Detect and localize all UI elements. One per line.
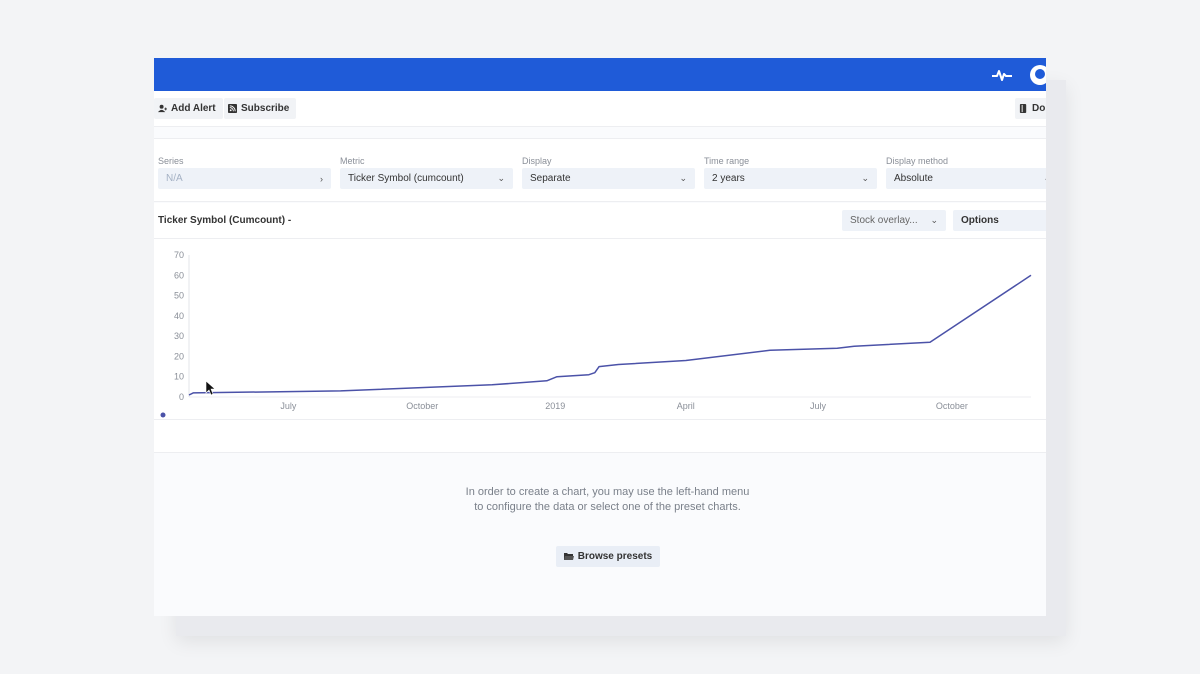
metric-label: Metric xyxy=(340,156,365,166)
display-method-field: Display method Absolute ⌄ xyxy=(886,156,1046,189)
folder-open-icon xyxy=(563,553,574,560)
action-toolbar: Add Alert Subscribe Do xyxy=(154,91,1046,127)
x-tick-label: October xyxy=(936,401,968,411)
series-field: Series N/A › xyxy=(158,156,331,189)
series-value: N/A xyxy=(166,173,183,184)
subscribe-button[interactable]: Subscribe xyxy=(224,98,297,119)
chevron-down-icon: ⌄ xyxy=(930,215,938,225)
x-tick-label: July xyxy=(280,401,297,411)
time-range-select[interactable]: 2 years ⌄ xyxy=(704,168,877,189)
rss-feed-icon xyxy=(228,104,237,113)
display-value: Separate xyxy=(530,173,571,184)
series-line[interactable] xyxy=(188,274,1032,396)
empty-state-line-1: In order to create a chart, you may use … xyxy=(465,486,750,498)
user-plus-icon xyxy=(158,104,167,113)
browse-presets-label: Browse presets xyxy=(577,551,653,562)
chevron-right-icon: › xyxy=(320,173,323,184)
activity-pulse-icon[interactable] xyxy=(992,67,1012,83)
browse-presets-button[interactable]: Browse presets xyxy=(556,546,660,567)
top-nav-bar xyxy=(154,58,1046,91)
chevron-down-icon: ⌄ xyxy=(861,173,869,183)
chevron-down-icon: ⌄ xyxy=(679,173,687,183)
options-button[interactable]: Options xyxy=(953,210,1046,231)
x-tick-label: 2019 xyxy=(545,401,565,411)
stock-overlay-select[interactable]: Stock overlay... ⌄ xyxy=(842,210,946,231)
add-alert-label: Add Alert xyxy=(171,103,216,114)
stock-overlay-label: Stock overlay... xyxy=(850,215,918,226)
chart-title: Ticker Symbol (Cumcount) - xyxy=(158,215,292,226)
display-method-label: Display method xyxy=(886,156,949,166)
legend-dot[interactable] xyxy=(160,412,166,418)
y-tick-label: 10 xyxy=(174,372,184,382)
download-label: Do xyxy=(1032,103,1046,114)
metric-value: Ticker Symbol (cumcount) xyxy=(348,173,464,184)
divider xyxy=(154,419,1046,420)
series-select[interactable]: N/A › xyxy=(158,168,331,189)
time-range-label: Time range xyxy=(704,156,750,166)
x-tick-label: October xyxy=(406,401,438,411)
empty-state-message: In order to create a chart, you may use … xyxy=(154,485,1046,515)
options-label: Options xyxy=(961,215,999,226)
time-range-field: Time range 2 years ⌄ xyxy=(704,156,877,189)
display-label: Display xyxy=(522,156,552,166)
metric-field: Metric Ticker Symbol (cumcount) ⌄ xyxy=(340,156,513,189)
divider xyxy=(154,238,1046,239)
chart-panel: Ticker Symbol (Cumcount) - Stock overlay… xyxy=(154,203,1046,453)
y-tick-label: 20 xyxy=(174,351,184,361)
mouse-cursor-icon xyxy=(205,380,216,396)
y-tick-label: 0 xyxy=(179,392,184,402)
display-field: Display Separate ⌄ xyxy=(522,156,695,189)
x-tick-label: April xyxy=(677,401,695,411)
book-icon xyxy=(1019,104,1027,113)
chart-filters-panel: Series N/A › Metric Ticker Symbol (cumco… xyxy=(154,138,1046,202)
empty-state-line-2: to configure the data or select one of t… xyxy=(474,501,741,513)
y-tick-label: 30 xyxy=(174,331,184,341)
display-select[interactable]: Separate ⌄ xyxy=(522,168,695,189)
download-button[interactable]: Do xyxy=(1015,98,1046,119)
line-chart[interactable]: 0 10 20 30 40 50 60 70 July October 2019 April July O… xyxy=(154,239,1046,419)
app-window: Add Alert Subscribe Do Series N/A › xyxy=(154,58,1046,616)
y-tick-label: 50 xyxy=(174,291,184,301)
y-tick-label: 40 xyxy=(174,311,184,321)
display-method-select[interactable]: Absolute ⌄ xyxy=(886,168,1046,189)
metric-select[interactable]: Ticker Symbol (cumcount) ⌄ xyxy=(340,168,513,189)
subscribe-label: Subscribe xyxy=(241,103,290,114)
x-tick-label: July xyxy=(810,401,827,411)
series-label: Series xyxy=(158,156,184,166)
display-method-value: Absolute xyxy=(894,173,933,184)
y-tick-label: 60 xyxy=(174,270,184,280)
chevron-down-icon: ⌄ xyxy=(497,173,505,183)
add-alert-button[interactable]: Add Alert xyxy=(154,98,223,119)
user-avatar-icon[interactable] xyxy=(1030,65,1046,85)
y-tick-label: 70 xyxy=(174,250,184,260)
time-range-value: 2 years xyxy=(712,173,745,184)
chevron-down-icon: ⌄ xyxy=(1043,173,1046,184)
